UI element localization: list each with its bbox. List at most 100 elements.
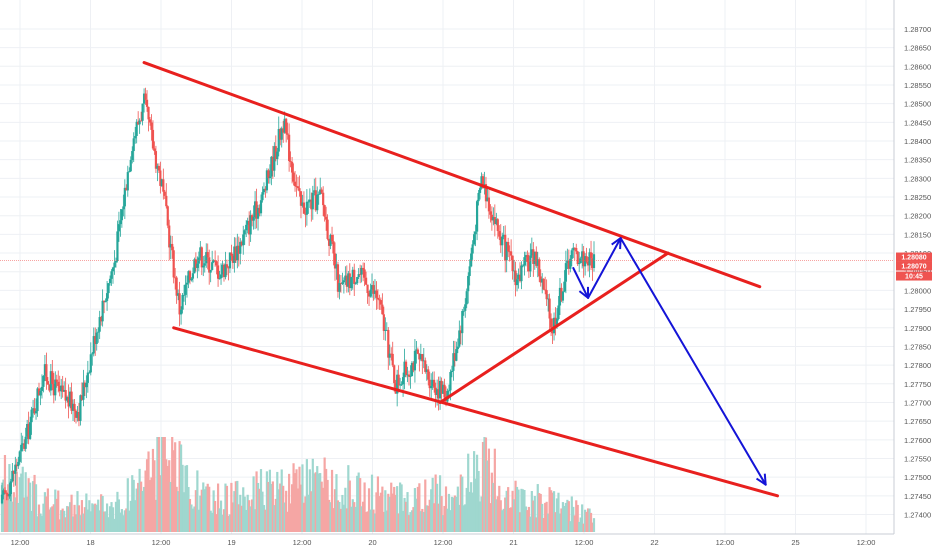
volume-bar [317, 473, 320, 532]
y-tick-label: 1.28300 [904, 174, 931, 183]
volume-bar [137, 482, 140, 532]
volume-bar [397, 513, 400, 532]
channel-lower-line [172, 326, 780, 498]
candle-body [520, 265, 523, 282]
volume-bar [142, 486, 146, 532]
volume-bar [330, 469, 334, 532]
candle-body [552, 317, 556, 334]
arrow-head [755, 473, 767, 486]
volume-bar [501, 510, 504, 532]
volume-bar [18, 477, 21, 532]
candle-body [373, 290, 377, 294]
support-trendline [438, 251, 670, 404]
countdown-label: 10:45 [905, 274, 923, 281]
volume-bar [228, 514, 232, 532]
volume-bar [197, 509, 200, 532]
volume-bar [92, 504, 95, 532]
volume-bar [385, 510, 388, 532]
candle-body [30, 409, 33, 423]
volume-bar [505, 490, 508, 532]
candle-body [110, 271, 113, 279]
volume-bar [338, 501, 341, 532]
volume-bar [89, 511, 92, 532]
candle-body [140, 120, 143, 122]
candle-body [308, 199, 311, 202]
volume-bar [532, 500, 535, 532]
volume-bar [510, 507, 513, 532]
volume-bar [107, 517, 110, 532]
volume-bar [347, 465, 350, 532]
candle-body [33, 408, 36, 414]
candle-body [214, 260, 217, 262]
candle-body [447, 390, 451, 392]
volume-bar [547, 513, 550, 532]
candle-body [307, 201, 310, 203]
x-tick-label: 12:00 [575, 538, 594, 547]
volume-bar [157, 437, 160, 532]
volume-bar [218, 508, 221, 532]
volume-bar [514, 480, 517, 532]
candle-body [316, 194, 319, 211]
candle-body [159, 170, 162, 186]
candle-body [504, 234, 507, 261]
candle-body [245, 224, 248, 231]
volume-bar [147, 451, 150, 532]
volume-bar [489, 503, 492, 532]
candle-body [225, 264, 229, 268]
volume-bar [572, 506, 575, 532]
volume-bar [558, 513, 562, 532]
candle-body [202, 265, 205, 268]
candle-body [372, 285, 375, 294]
volume-bar [255, 471, 258, 532]
candle-body [215, 261, 218, 266]
candle-body [510, 251, 513, 256]
candle-body [196, 263, 199, 268]
volume-bar [258, 488, 261, 532]
volume-bar [12, 492, 15, 532]
volume-bar [362, 501, 365, 532]
annotation-layer [142, 61, 780, 498]
x-tick-label: 19 [227, 538, 235, 547]
candle-body [175, 277, 178, 296]
x-tick-label: 12:00 [857, 538, 876, 547]
volume-bar [461, 476, 464, 532]
candle-body [290, 161, 294, 173]
volume-bar [31, 481, 35, 532]
candle-body [348, 273, 351, 289]
volume-bar [341, 494, 344, 532]
volume-bar [187, 487, 190, 532]
candle-body [194, 259, 197, 268]
volume-bar [459, 474, 462, 532]
y-tick-label: 1.28650 [904, 44, 931, 53]
candle-body [511, 255, 514, 272]
volume-bar [194, 490, 197, 532]
volume-bar [144, 470, 147, 532]
candle-body [153, 148, 156, 152]
volume-bar [21, 466, 24, 532]
volume-bar [512, 499, 516, 532]
volume-bar [131, 475, 134, 532]
candle-body [144, 93, 147, 100]
volume-bar [530, 491, 533, 532]
candle-body [279, 129, 282, 140]
x-tick-label: 12:00 [11, 538, 30, 547]
candle-body [270, 156, 273, 177]
volume-bar [511, 490, 514, 532]
volume-bar [129, 500, 132, 532]
volume-bar [285, 490, 288, 532]
volume-bar [206, 483, 209, 532]
volume-bar [200, 489, 203, 532]
volume-bar [240, 505, 243, 532]
volume-bar [518, 512, 522, 532]
candle-body [468, 266, 471, 276]
volume-bar [174, 442, 177, 532]
volume-bar [29, 482, 32, 532]
volume-bar [523, 489, 526, 532]
volume-bar [128, 510, 131, 532]
candle-body [11, 470, 14, 482]
candle-body [490, 214, 493, 221]
candle-body [342, 280, 345, 283]
volume-bar [458, 504, 461, 532]
candle-body [92, 336, 95, 354]
